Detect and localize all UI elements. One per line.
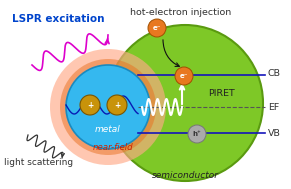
- Circle shape: [107, 25, 263, 181]
- Text: VB: VB: [268, 129, 281, 138]
- Text: +: +: [114, 101, 120, 109]
- Text: e⁻: e⁻: [153, 25, 161, 31]
- Text: hot-electron injection: hot-electron injection: [130, 8, 231, 17]
- Circle shape: [175, 67, 193, 85]
- Text: CB: CB: [268, 70, 281, 78]
- Text: h⁺: h⁺: [193, 131, 201, 137]
- Text: e⁻: e⁻: [180, 73, 188, 79]
- Text: light scattering: light scattering: [4, 158, 73, 167]
- Circle shape: [80, 95, 100, 115]
- Text: metal: metal: [95, 125, 121, 135]
- Circle shape: [148, 19, 166, 37]
- Circle shape: [50, 49, 166, 165]
- Text: +: +: [87, 101, 93, 109]
- Text: near-field: near-field: [93, 143, 133, 153]
- Circle shape: [60, 59, 156, 155]
- Circle shape: [66, 65, 150, 149]
- Text: LSPR excitation: LSPR excitation: [12, 14, 104, 24]
- Text: semiconductor: semiconductor: [152, 170, 219, 180]
- Circle shape: [188, 125, 206, 143]
- Text: PIRET: PIRET: [208, 88, 235, 98]
- Circle shape: [107, 95, 127, 115]
- Text: EF: EF: [268, 102, 279, 112]
